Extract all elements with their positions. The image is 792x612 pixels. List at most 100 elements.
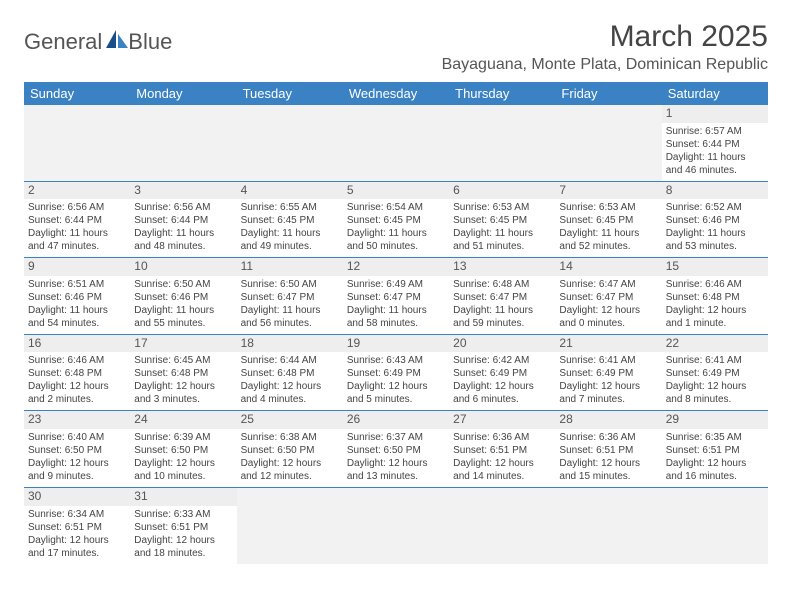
calendar-day: 28Sunrise: 6:36 AMSunset: 6:51 PMDayligh… (555, 411, 661, 487)
day-dl1: Daylight: 12 hours (347, 457, 445, 470)
day-dl1: Daylight: 12 hours (28, 457, 126, 470)
day-dl2: and 4 minutes. (241, 393, 339, 406)
calendar-day: 23Sunrise: 6:40 AMSunset: 6:50 PMDayligh… (24, 411, 130, 487)
calendar-day-blank (24, 105, 130, 181)
day-dl2: and 5 minutes. (347, 393, 445, 406)
logo-text-2: Blue (128, 29, 172, 55)
day-sr: Sunrise: 6:45 AM (134, 354, 232, 367)
day-dl2: and 18 minutes. (134, 547, 232, 560)
day-number: 3 (130, 182, 236, 200)
day-dl2: and 6 minutes. (453, 393, 551, 406)
calendar-day-blank (237, 488, 343, 564)
location-label: Bayaguana, Monte Plata, Dominican Republ… (442, 56, 768, 74)
calendar-day: 29Sunrise: 6:35 AMSunset: 6:51 PMDayligh… (662, 411, 768, 487)
day-ss: Sunset: 6:48 PM (666, 291, 764, 304)
day-ss: Sunset: 6:51 PM (666, 444, 764, 457)
day-dl1: Daylight: 12 hours (134, 534, 232, 547)
day-dl1: Daylight: 11 hours (666, 151, 764, 164)
calendar-day-blank (449, 105, 555, 181)
day-dl1: Daylight: 12 hours (241, 380, 339, 393)
day-ss: Sunset: 6:51 PM (559, 444, 657, 457)
weekday-header: Sunday (24, 82, 130, 105)
weekday-header: Saturday (662, 82, 768, 105)
day-number: 10 (130, 258, 236, 276)
calendar-day: 5Sunrise: 6:54 AMSunset: 6:45 PMDaylight… (343, 182, 449, 258)
day-dl1: Daylight: 11 hours (347, 227, 445, 240)
day-dl1: Daylight: 12 hours (28, 534, 126, 547)
day-dl1: Daylight: 11 hours (241, 227, 339, 240)
calendar-day: 17Sunrise: 6:45 AMSunset: 6:48 PMDayligh… (130, 335, 236, 411)
day-dl1: Daylight: 11 hours (241, 304, 339, 317)
day-dl2: and 54 minutes. (28, 317, 126, 330)
calendar-day: 26Sunrise: 6:37 AMSunset: 6:50 PMDayligh… (343, 411, 449, 487)
day-ss: Sunset: 6:47 PM (347, 291, 445, 304)
day-dl1: Daylight: 12 hours (134, 380, 232, 393)
calendar-day-blank (662, 488, 768, 564)
day-ss: Sunset: 6:49 PM (559, 367, 657, 380)
logo-text-1: General (24, 29, 102, 55)
day-sr: Sunrise: 6:50 AM (241, 278, 339, 291)
day-sr: Sunrise: 6:33 AM (134, 508, 232, 521)
day-dl2: and 49 minutes. (241, 240, 339, 253)
day-dl1: Daylight: 11 hours (666, 227, 764, 240)
day-number: 1 (662, 105, 768, 123)
day-number: 11 (237, 258, 343, 276)
day-number: 2 (24, 182, 130, 200)
day-dl1: Daylight: 11 hours (134, 227, 232, 240)
header: General Blue March 2025 Bayaguana, Monte… (24, 20, 768, 74)
calendar-day: 4Sunrise: 6:55 AMSunset: 6:45 PMDaylight… (237, 182, 343, 258)
calendar-day-blank (237, 105, 343, 181)
day-ss: Sunset: 6:51 PM (453, 444, 551, 457)
day-ss: Sunset: 6:50 PM (28, 444, 126, 457)
day-dl1: Daylight: 12 hours (28, 380, 126, 393)
day-dl2: and 59 minutes. (453, 317, 551, 330)
page-title: March 2025 (442, 20, 768, 54)
day-dl2: and 48 minutes. (134, 240, 232, 253)
calendar-day: 16Sunrise: 6:46 AMSunset: 6:48 PMDayligh… (24, 335, 130, 411)
day-dl2: and 8 minutes. (666, 393, 764, 406)
day-sr: Sunrise: 6:50 AM (134, 278, 232, 291)
day-dl2: and 14 minutes. (453, 470, 551, 483)
calendar-week: 2Sunrise: 6:56 AMSunset: 6:44 PMDaylight… (24, 182, 768, 259)
day-number: 30 (24, 488, 130, 506)
day-ss: Sunset: 6:50 PM (347, 444, 445, 457)
day-ss: Sunset: 6:51 PM (28, 521, 126, 534)
weekday-header: Thursday (449, 82, 555, 105)
day-number: 22 (662, 335, 768, 353)
calendar-day: 12Sunrise: 6:49 AMSunset: 6:47 PMDayligh… (343, 258, 449, 334)
day-number: 16 (24, 335, 130, 353)
day-dl1: Daylight: 12 hours (559, 304, 657, 317)
day-sr: Sunrise: 6:41 AM (559, 354, 657, 367)
day-dl2: and 2 minutes. (28, 393, 126, 406)
day-ss: Sunset: 6:45 PM (453, 214, 551, 227)
day-ss: Sunset: 6:44 PM (134, 214, 232, 227)
day-dl2: and 16 minutes. (666, 470, 764, 483)
day-dl2: and 13 minutes. (347, 470, 445, 483)
day-ss: Sunset: 6:48 PM (28, 367, 126, 380)
calendar-day: 19Sunrise: 6:43 AMSunset: 6:49 PMDayligh… (343, 335, 449, 411)
day-sr: Sunrise: 6:49 AM (347, 278, 445, 291)
day-number: 5 (343, 182, 449, 200)
day-sr: Sunrise: 6:52 AM (666, 201, 764, 214)
weekday-header: Tuesday (237, 82, 343, 105)
day-ss: Sunset: 6:49 PM (666, 367, 764, 380)
calendar-day: 7Sunrise: 6:53 AMSunset: 6:45 PMDaylight… (555, 182, 661, 258)
day-number: 8 (662, 182, 768, 200)
day-ss: Sunset: 6:47 PM (453, 291, 551, 304)
day-sr: Sunrise: 6:44 AM (241, 354, 339, 367)
day-ss: Sunset: 6:47 PM (559, 291, 657, 304)
calendar-day: 21Sunrise: 6:41 AMSunset: 6:49 PMDayligh… (555, 335, 661, 411)
day-dl1: Daylight: 12 hours (453, 457, 551, 470)
calendar-day: 1Sunrise: 6:57 AMSunset: 6:44 PMDaylight… (662, 105, 768, 181)
day-dl2: and 47 minutes. (28, 240, 126, 253)
day-number: 28 (555, 411, 661, 429)
day-ss: Sunset: 6:50 PM (134, 444, 232, 457)
day-dl1: Daylight: 12 hours (453, 380, 551, 393)
calendar-day: 14Sunrise: 6:47 AMSunset: 6:47 PMDayligh… (555, 258, 661, 334)
day-sr: Sunrise: 6:53 AM (453, 201, 551, 214)
day-sr: Sunrise: 6:54 AM (347, 201, 445, 214)
day-sr: Sunrise: 6:56 AM (28, 201, 126, 214)
day-dl2: and 1 minute. (666, 317, 764, 330)
day-sr: Sunrise: 6:38 AM (241, 431, 339, 444)
logo: General Blue (24, 28, 172, 55)
